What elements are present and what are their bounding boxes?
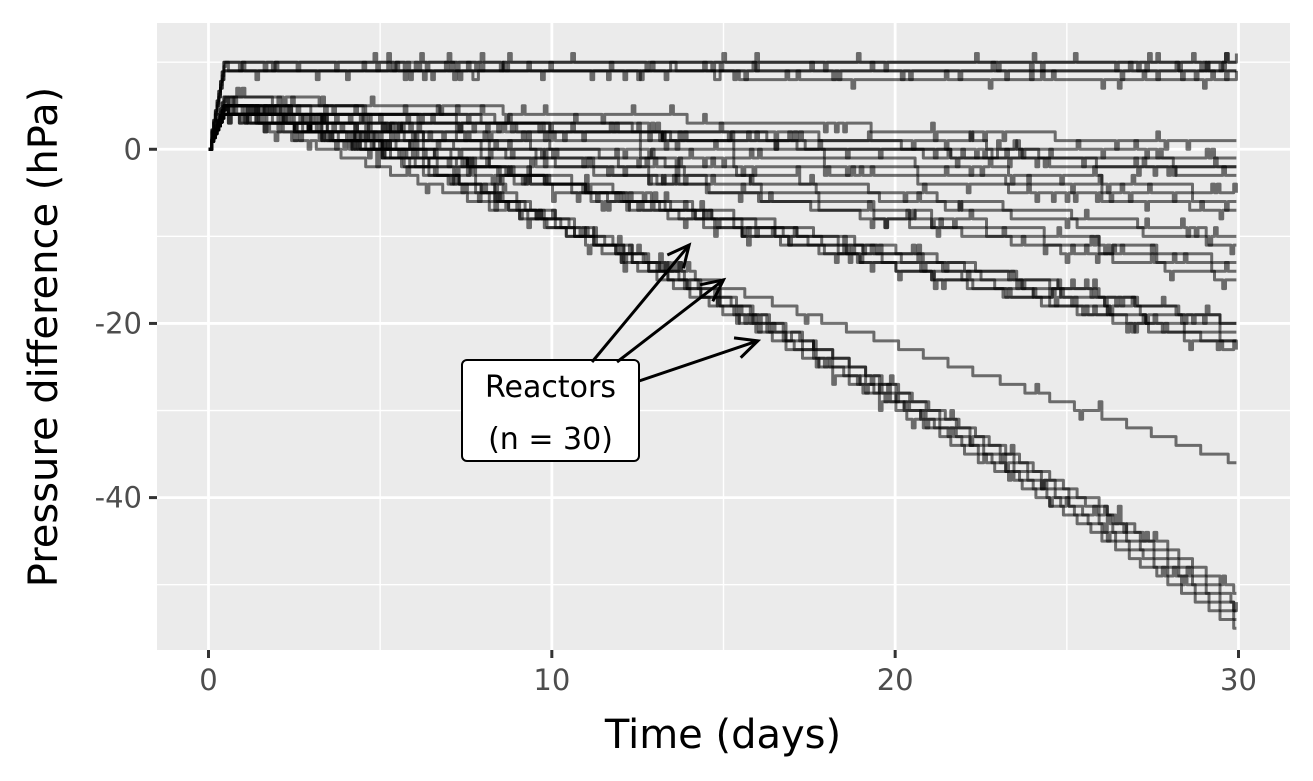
y-axis: 0 -20 -40 xyxy=(95,132,157,515)
annotation-arrow-1 xyxy=(590,244,691,363)
annotation-arrow-2 xyxy=(616,278,725,364)
x-tick-label: 10 xyxy=(533,663,570,697)
series-line-6 xyxy=(208,95,1237,151)
annotation-arrowhead-2 xyxy=(699,277,727,303)
annotation-arrowhead-1 xyxy=(666,242,692,269)
x-tick-label: 20 xyxy=(877,663,914,697)
annotation-box xyxy=(461,359,640,462)
annotation: Reactors (n = 30) xyxy=(461,242,762,462)
annotation-line-2: (n = 30) xyxy=(488,422,613,457)
y-axis-title: Pressure difference (hPa) xyxy=(21,87,67,587)
annotation-line-1: Reactors xyxy=(485,370,616,405)
x-tick-label: 30 xyxy=(1220,663,1257,697)
series-line-18 xyxy=(208,104,1237,291)
series-line-30 xyxy=(208,112,1237,630)
series-line-4 xyxy=(208,52,1237,151)
x-axis: 0 10 20 30 xyxy=(199,650,1257,697)
annotation-arrowhead-3 xyxy=(733,336,762,359)
x-axis-title: Time (days) xyxy=(604,712,841,758)
y-tick-label: 0 xyxy=(124,132,142,166)
x-tick-label: 0 xyxy=(199,663,217,697)
series-line-11 xyxy=(208,86,1238,195)
y-tick-label: -40 xyxy=(95,481,142,515)
y-tick-label: -20 xyxy=(95,306,142,340)
annotation-arrow-3 xyxy=(638,339,759,383)
series-line-5 xyxy=(208,60,1237,151)
series-lines xyxy=(208,52,1238,630)
series-line-25 xyxy=(208,112,1237,465)
